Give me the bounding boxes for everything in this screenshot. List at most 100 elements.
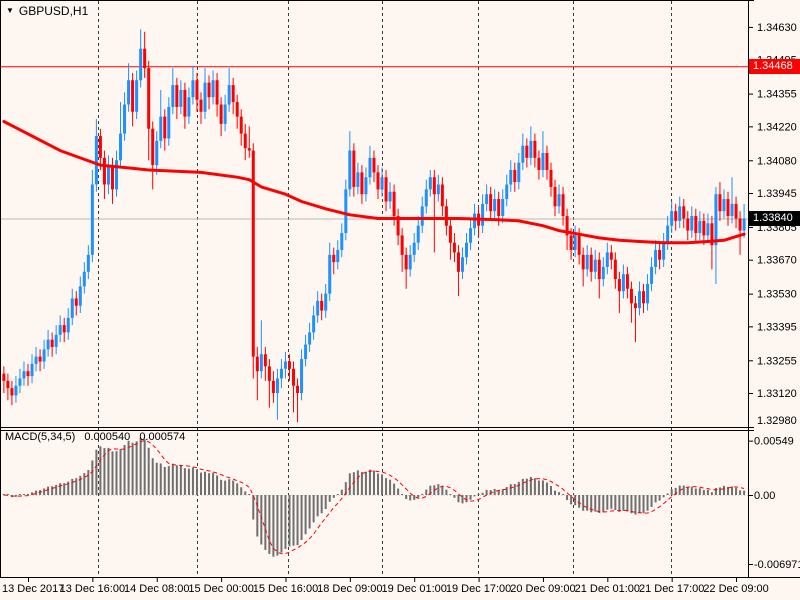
price-tick-label: 1.34630 xyxy=(757,22,797,34)
candle xyxy=(159,89,163,149)
candle xyxy=(239,109,243,146)
price-tick-label: 1.33945 xyxy=(757,188,797,200)
candle xyxy=(139,29,143,88)
candle xyxy=(730,177,734,224)
symbol-dropdown-icon[interactable]: ▼ xyxy=(6,6,14,15)
candle xyxy=(316,291,320,323)
price-tick-label: 1.34355 xyxy=(757,89,797,101)
macd-tick-label: -0.006971 xyxy=(754,559,800,571)
candle xyxy=(50,332,54,357)
candle xyxy=(360,165,364,204)
candle xyxy=(537,150,541,180)
candle xyxy=(18,368,22,394)
candle xyxy=(74,291,78,316)
candle xyxy=(54,325,58,355)
candle xyxy=(42,339,46,369)
candle xyxy=(147,60,151,161)
time-tick-label: 15 Dec 00:00 xyxy=(188,583,253,595)
candle xyxy=(714,186,718,284)
candle xyxy=(690,206,694,238)
resistance-price-badge: 1.34468 xyxy=(749,59,800,75)
candle xyxy=(292,361,296,413)
candle xyxy=(625,266,629,299)
macd-signal-line xyxy=(3,439,745,555)
candle xyxy=(404,247,408,289)
macd-axis[interactable]: 0.00549 0.00 -0.006971 xyxy=(749,436,800,571)
candle xyxy=(352,143,356,197)
price-tick-label: 1.33395 xyxy=(757,321,797,333)
candle xyxy=(235,94,239,129)
candle xyxy=(167,97,171,146)
candle xyxy=(605,242,609,275)
candle xyxy=(255,346,259,401)
candle xyxy=(440,177,444,217)
price-tick-label: 1.34220 xyxy=(757,121,797,133)
candle xyxy=(312,305,316,340)
candle xyxy=(416,216,420,250)
candle xyxy=(412,233,416,263)
candle xyxy=(682,199,686,229)
current-price-badge: 1.33840 xyxy=(749,211,800,227)
candle xyxy=(609,245,613,270)
macd-histogram xyxy=(2,438,746,557)
macd-indicator-label: MACD(5,34,5) 0.000540 0.000574 xyxy=(5,431,191,443)
candle xyxy=(324,283,328,318)
candle xyxy=(215,72,219,117)
candle xyxy=(231,77,235,115)
candle xyxy=(448,218,452,260)
candle xyxy=(485,184,489,212)
candle xyxy=(388,182,392,209)
candle xyxy=(489,186,493,221)
candle xyxy=(304,334,308,367)
candle xyxy=(219,97,223,137)
price-axis[interactable]: 1.346301.344951.343551.342201.340801.339… xyxy=(749,22,797,428)
candle xyxy=(694,208,698,243)
candle xyxy=(34,346,38,372)
candle xyxy=(533,133,537,168)
time-tick-label: 13 Dec 16:00 xyxy=(60,583,125,595)
candle xyxy=(529,126,533,166)
time-tick-label: 19 Dec 01:00 xyxy=(381,583,446,595)
candle xyxy=(674,203,678,231)
time-tick-label: 21 Dec 01:00 xyxy=(575,583,640,595)
candle xyxy=(686,211,690,241)
candles-series xyxy=(2,29,746,423)
candle xyxy=(86,245,90,280)
candle xyxy=(384,169,388,212)
candle xyxy=(666,216,670,250)
candle xyxy=(336,240,340,270)
candle xyxy=(436,174,440,202)
candle xyxy=(6,373,10,401)
candle xyxy=(14,376,18,403)
candle xyxy=(183,82,187,129)
candle xyxy=(247,126,251,158)
candle xyxy=(465,233,469,265)
price-tick-label: 1.33255 xyxy=(757,355,797,367)
candle xyxy=(678,196,682,229)
candle xyxy=(396,208,400,246)
candle xyxy=(380,167,384,197)
candle xyxy=(66,308,70,340)
time-tick-label: 13 Dec 2017 xyxy=(2,583,64,595)
candle xyxy=(175,77,179,120)
candle xyxy=(629,281,633,323)
candle xyxy=(726,191,730,226)
candle xyxy=(654,240,658,275)
candle xyxy=(376,165,380,200)
candle xyxy=(287,354,291,381)
candle xyxy=(646,274,650,311)
candle xyxy=(505,174,509,207)
candle xyxy=(633,296,637,343)
candle xyxy=(131,72,135,127)
candle xyxy=(581,247,585,287)
candle xyxy=(477,206,481,236)
candle xyxy=(424,179,428,214)
candle xyxy=(565,208,569,250)
candle xyxy=(368,145,372,185)
candle xyxy=(658,242,662,270)
candle xyxy=(356,162,360,195)
candle xyxy=(191,65,195,105)
candle xyxy=(585,245,589,277)
